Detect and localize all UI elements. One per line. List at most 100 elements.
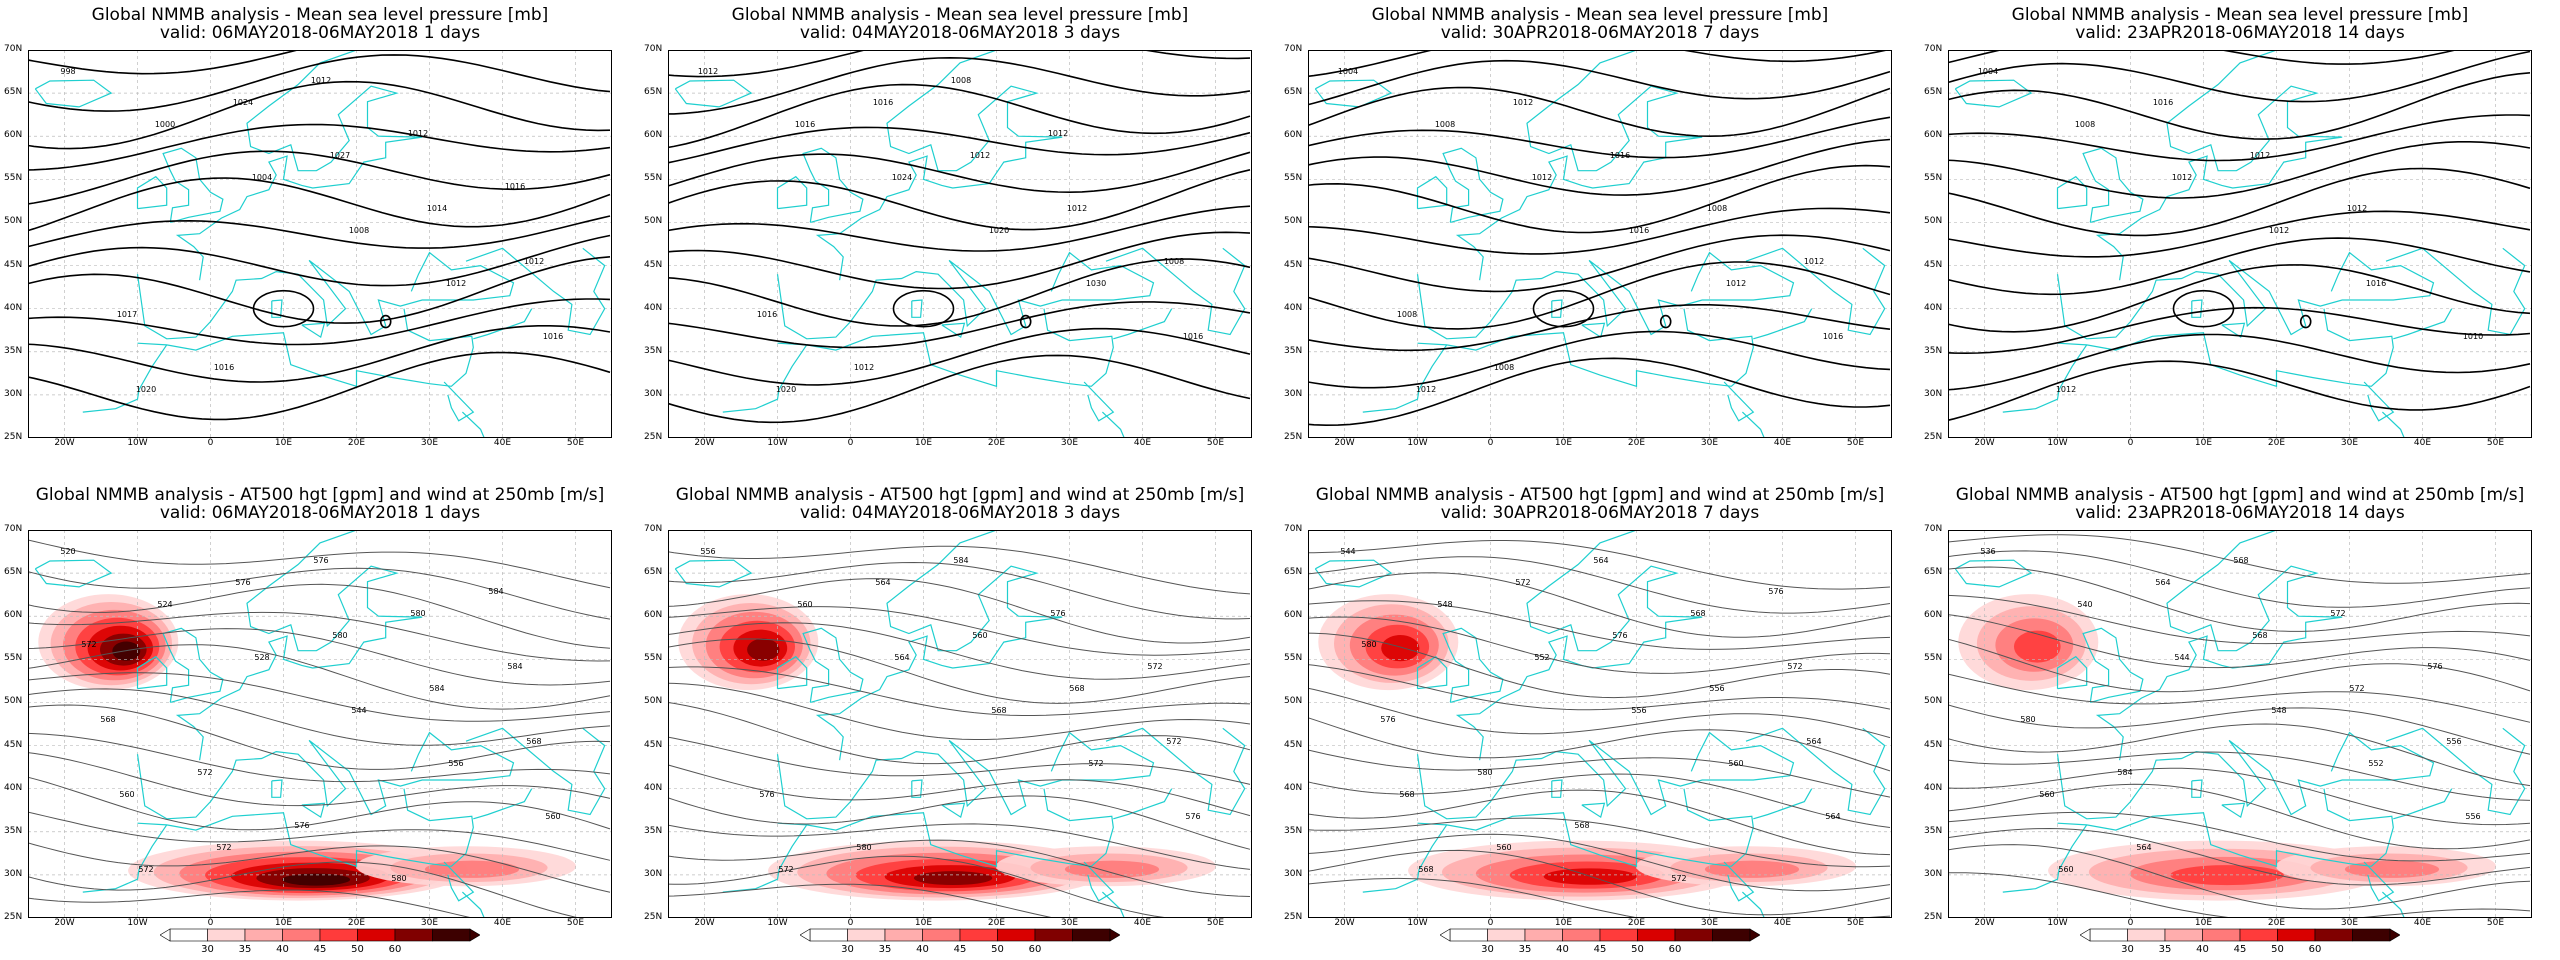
contour-label: 1008 bbox=[2075, 120, 2095, 129]
contour-label: 580 bbox=[856, 843, 871, 852]
longitude-label: 20E bbox=[1627, 438, 1646, 448]
map-panel-z500-14: Global NMMB analysis - AT500 hgt [gpm] a… bbox=[1920, 480, 2560, 960]
latitude-label: 70N bbox=[1284, 44, 1303, 54]
longitude-label: 40E bbox=[1133, 918, 1152, 928]
contour-label: 1008 bbox=[951, 76, 971, 85]
colorbar-tick: 45 bbox=[953, 944, 967, 955]
contour-label: 528 bbox=[254, 653, 269, 662]
longitude-label: 0 bbox=[2127, 918, 2134, 928]
latitude-label: 35N bbox=[644, 825, 663, 836]
latitude-label: 40N bbox=[4, 302, 23, 313]
latitude-label: 30N bbox=[644, 868, 663, 879]
contour-label: 568 bbox=[2233, 556, 2248, 565]
colorbar-tick: 35 bbox=[2158, 944, 2172, 955]
longitude-label: 10W bbox=[1407, 918, 1428, 928]
latitude-label: 70N bbox=[1924, 524, 1943, 534]
longitude-label: 30E bbox=[1700, 918, 1719, 928]
contour-label: 1016 bbox=[873, 98, 893, 107]
colorbar-tick: 35 bbox=[1518, 944, 1532, 955]
map-area: 1004 1008 1012 1012 1016 1010 1012 1016 1012 1012 bbox=[1948, 50, 2532, 438]
contour-label: 576 bbox=[294, 821, 309, 830]
isobars bbox=[668, 50, 1251, 424]
longitude-label: 10E bbox=[2194, 918, 2213, 928]
latitude-label: 50N bbox=[644, 696, 663, 707]
contour-label: 564 bbox=[2155, 578, 2170, 587]
latitude-label: 40N bbox=[1284, 782, 1303, 793]
contour-label: 1012 bbox=[1726, 279, 1746, 288]
contour-label: 1012 bbox=[2250, 151, 2270, 160]
longitude-label: 50E bbox=[1846, 438, 1865, 448]
contour-label: 580 bbox=[1477, 768, 1492, 777]
latitude-label: 35N bbox=[4, 345, 23, 356]
wind-colorbar bbox=[2080, 928, 2400, 942]
contour-label: 1012 bbox=[1067, 204, 1087, 213]
contour-label: 1020 bbox=[989, 226, 1009, 235]
panel-title: Global NMMB analysis - AT500 hgt [gpm] a… bbox=[675, 485, 1245, 505]
contour-label: 580 bbox=[410, 609, 425, 618]
contour-label: 568 bbox=[526, 737, 541, 746]
latitude-label: 60N bbox=[4, 130, 23, 141]
contour-label: 568 bbox=[100, 715, 115, 724]
contour-label: 584 bbox=[488, 587, 503, 596]
contour-label: 1016 bbox=[1629, 226, 1649, 235]
longitude-label: 50E bbox=[566, 918, 585, 928]
longitude-label: 10W bbox=[127, 918, 148, 928]
latitude-label: 55N bbox=[4, 653, 23, 664]
contour-label: 572 bbox=[2330, 609, 2345, 618]
contour-label: 560 bbox=[797, 600, 812, 609]
map-area: 998 1000 1004 1008 1012 1016 1020 1024 1027 1014 1… bbox=[28, 50, 612, 438]
panel-validity: valid: 30APR2018-06MAY2018 7 days bbox=[1440, 503, 1760, 523]
longitude-label: 50E bbox=[1206, 918, 1225, 928]
contour-label: 564 bbox=[875, 578, 890, 587]
coastlines bbox=[34, 530, 606, 918]
latitude-label: 35N bbox=[1284, 345, 1303, 356]
contour-label: 1012 bbox=[2347, 204, 2367, 213]
longitude-label: 30E bbox=[2340, 918, 2359, 928]
longitude-label: 30E bbox=[1700, 438, 1719, 448]
contour-label: 572 bbox=[778, 865, 793, 874]
contour-label: 1016 bbox=[543, 332, 563, 341]
latitude-label: 30N bbox=[1924, 868, 1943, 879]
contour-label: 548 bbox=[1437, 600, 1452, 609]
contour-label: 560 bbox=[972, 631, 987, 640]
longitude-label: 0 bbox=[207, 918, 214, 928]
map-area: 544 548 552 556 560 564 568 572 576 556 564 568 560 5… bbox=[1308, 530, 1892, 918]
panel-validity: valid: 06MAY2018-06MAY2018 1 days bbox=[159, 503, 481, 523]
contour-label: 580 bbox=[332, 631, 347, 640]
latitude-label: 70N bbox=[4, 524, 23, 534]
contour-label: 564 bbox=[1825, 812, 1840, 821]
latitude-label: 25N bbox=[644, 912, 663, 922]
contour-label: 576 bbox=[1768, 587, 1783, 596]
longitude-label: 40E bbox=[1773, 918, 1792, 928]
longitude-label: 50E bbox=[2486, 438, 2505, 448]
latitude-label: 50N bbox=[1284, 696, 1303, 707]
contour-label: 524 bbox=[157, 600, 172, 609]
longitude-label: 0 bbox=[2127, 438, 2134, 448]
map-panel-mslp-1: Global NMMB analysis - Mean sea level pr… bbox=[0, 0, 640, 480]
colorbar-tick: 50 bbox=[991, 944, 1004, 955]
longitude-label: 10W bbox=[767, 438, 788, 448]
colorbar-tick: 50 bbox=[351, 944, 364, 955]
panel-title: Global NMMB analysis - AT500 hgt [gpm] a… bbox=[35, 485, 605, 505]
contour-label: 1000 bbox=[155, 120, 175, 129]
contour-label: 580 bbox=[2020, 715, 2035, 724]
longitude-label: 40E bbox=[493, 438, 512, 448]
contour-label: 1017 bbox=[117, 310, 137, 319]
latitude-label: 30N bbox=[1284, 868, 1303, 879]
contour-label: 1016 bbox=[757, 310, 777, 319]
contour-label: 1012 bbox=[1532, 173, 1552, 182]
contour-label: 584 bbox=[507, 662, 522, 671]
latitude-label: 45N bbox=[4, 739, 23, 750]
colorbar-tick: 30 bbox=[1481, 944, 1494, 955]
map-panel-mslp-14: Global NMMB analysis - Mean sea level pr… bbox=[1920, 0, 2560, 480]
map-panel-mslp-7: Global NMMB analysis - Mean sea level pr… bbox=[1280, 0, 1920, 480]
contour-label: 1020 bbox=[136, 385, 156, 394]
latitude-label: 55N bbox=[4, 173, 23, 184]
latitude-label: 65N bbox=[1924, 87, 1943, 98]
contour-label: 564 bbox=[2136, 843, 2151, 852]
wind-colorbar bbox=[800, 928, 1120, 942]
contour-label: 1012 bbox=[311, 76, 331, 85]
contour-label: 572 bbox=[1787, 662, 1802, 671]
contour-label: 568 bbox=[2252, 631, 2267, 640]
contour-label: 544 bbox=[351, 706, 366, 715]
